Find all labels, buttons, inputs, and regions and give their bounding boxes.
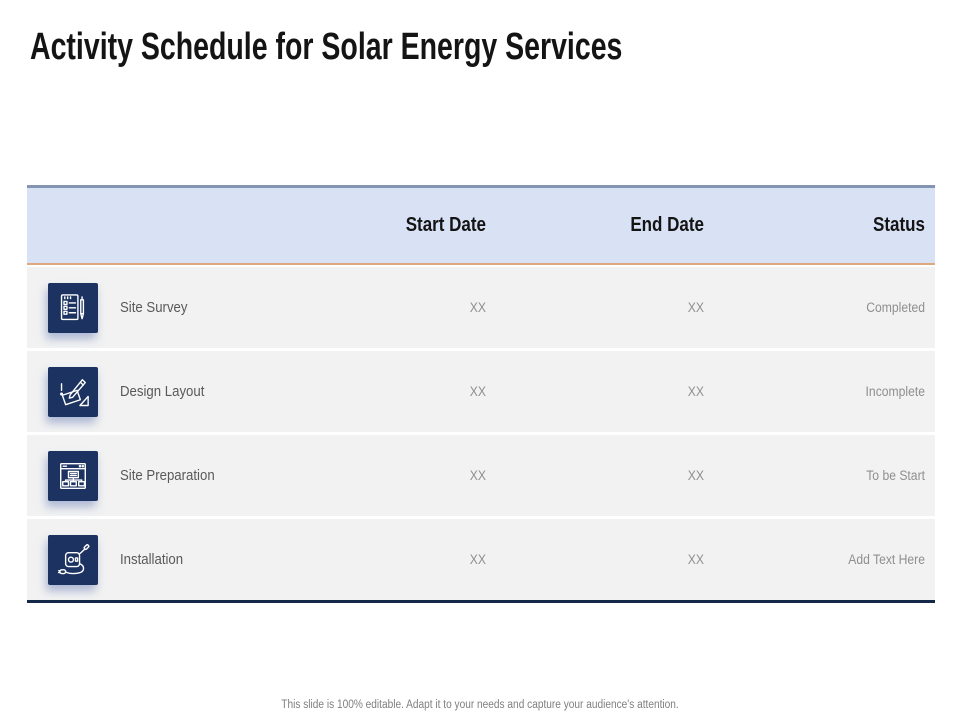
status-value: Incomplete (865, 384, 925, 399)
table-top-rule (27, 185, 935, 188)
activity-icon-cell (27, 366, 120, 417)
activity-icon-cell (27, 282, 120, 333)
end-date-value: XX (687, 300, 704, 315)
table-row: Installation XX XX Add Text Here (27, 519, 935, 600)
table-header-row: Start Date End Date Status (27, 188, 935, 265)
activity-label: Site Preparation (120, 467, 215, 484)
page-title: Activity Schedule for Solar Energy Servi… (30, 26, 623, 68)
end-date-value: XX (687, 384, 704, 399)
status-value: Completed (866, 300, 925, 315)
activity-label: Installation (120, 551, 184, 568)
table-bottom-rule (27, 600, 935, 603)
sitemap-window-icon (48, 450, 98, 501)
end-date-value: XX (687, 552, 704, 567)
status-value: Add Text Here (848, 552, 925, 567)
start-date-value: XX (469, 552, 486, 567)
power-adapter-icon (48, 534, 98, 585)
activity-label: Site Survey (120, 299, 188, 316)
end-date-value: XX (687, 468, 704, 483)
column-header-status: Status (873, 214, 925, 236)
column-header-start-date: Start Date (405, 214, 486, 236)
start-date-value: XX (469, 300, 486, 315)
activity-icon-cell (27, 450, 120, 501)
start-date-value: XX (469, 468, 486, 483)
activity-label: Design Layout (120, 383, 205, 400)
activity-schedule-table: Start Date End Date Status Site Survey X… (27, 185, 935, 603)
column-header-end-date: End Date (630, 214, 704, 236)
table-row: Design Layout XX XX Incomplete (27, 351, 935, 432)
design-pencil-icon (48, 366, 98, 417)
status-value: To be Start (866, 468, 925, 483)
start-date-value: XX (469, 384, 486, 399)
table-row: Site Survey XX XX Completed (27, 267, 935, 348)
table-row: Site Preparation XX XX To be Start (27, 435, 935, 516)
clipboard-checklist-icon (48, 282, 98, 333)
footer-note: This slide is 100% editable. Adapt it to… (281, 699, 679, 711)
activity-icon-cell (27, 534, 120, 585)
